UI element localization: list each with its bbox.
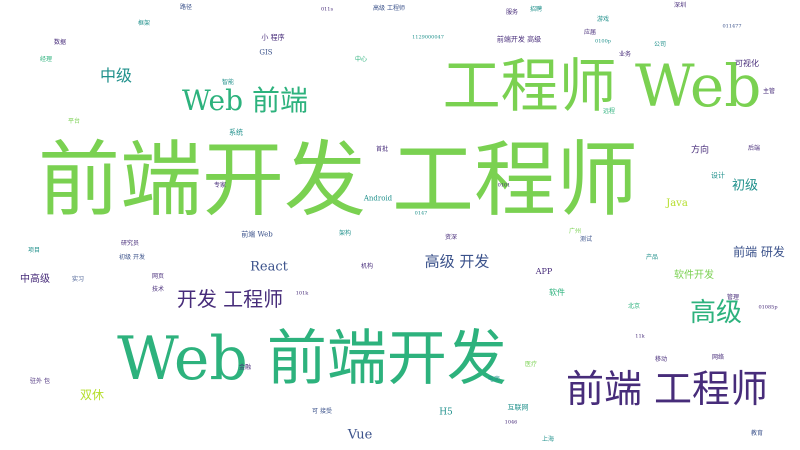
word: 高级 工程师 [373,5,405,12]
word: 初级 [731,178,759,194]
word: 产品 [645,254,659,261]
word: 路径 [179,4,193,11]
word: 机构 [360,263,374,270]
word: 0147 [414,210,428,217]
word: GIS [259,48,273,57]
word: 数据 [53,39,67,46]
word: 系统 [229,128,243,137]
word: 互联网 [507,403,529,412]
word: 前端 工程师 [565,367,769,411]
word: 专家 [213,182,227,189]
word: APP [535,267,553,276]
word: 远程 [602,108,616,115]
word: 高级 [689,298,743,328]
word: 北京 [627,303,641,310]
word: 软件 [549,288,565,297]
word: 服务 [505,9,519,16]
word: 平台 [67,118,81,125]
word: Java [666,198,688,209]
word: 项目 [27,247,41,254]
word: 0101 [497,182,511,189]
word: 网页 [151,273,165,280]
word: 01085p [758,304,778,311]
word: 主管 [762,88,776,95]
word: 方向 [690,145,710,156]
word: 101k [295,290,309,297]
word: 1129000047 [412,34,444,41]
word: 框架 [137,20,151,27]
word: 双休 [79,388,105,402]
word: 公司 [653,41,667,48]
word: 研究员 [120,240,140,247]
word: 开发 工程师 [176,287,284,311]
word: Web 前端 [182,84,308,117]
word: 11k [635,333,645,340]
word: 前端 Web [241,230,273,239]
word: 中级 [99,66,133,85]
word: 智能 [221,79,235,86]
word: 教育 [750,430,764,437]
word: 测试 [579,236,593,243]
word: 广州 [568,228,582,235]
word: 实习 [71,276,85,283]
word: 高级 开发 [424,252,490,271]
word: 前端 研发 [733,245,785,259]
word: 驻外 包 [30,378,50,385]
word: 游戏 [596,16,610,23]
word: 金融 [238,364,252,371]
word: 上海 [541,436,555,443]
word: 中心 [354,56,368,63]
word: 经理 [39,56,53,63]
word: 工程师 Web [442,52,762,120]
word: H5 [439,407,453,418]
word: 技术 [151,286,165,293]
word: 业务 [618,51,632,58]
word: Web 前端开发 [117,324,507,394]
word: 前端开发 工程师 [37,133,639,228]
word: 移动 [654,356,668,363]
word: 0100p [595,38,611,45]
word: React [250,259,288,275]
word: Android [363,194,393,203]
word: 管理 [726,294,740,301]
word: 011s [320,6,334,13]
word: 初级 开发 [119,254,145,261]
word: 电商 [487,376,501,383]
word: 软件开发 [674,270,714,281]
word: 资深 [444,234,458,241]
word: 小 程序 [261,33,285,42]
word: 中高级 [20,274,50,285]
word: 前端开发 高级 [496,35,542,44]
word: Vue [347,427,373,443]
word: 应届 [583,29,597,36]
word: 深圳 [673,2,687,9]
word: 设计 [711,171,725,180]
word: 可 接受 [312,408,332,415]
word: 网络 [711,354,725,361]
word: 架构 [338,230,352,237]
word: 后端 [747,145,761,152]
word: 可视化 [735,59,759,68]
word: 1046 [504,419,518,426]
word: 首批 [375,146,389,153]
word: 011477 [722,23,742,30]
word: 医疗 [524,361,538,368]
word: 招聘 [529,6,543,13]
